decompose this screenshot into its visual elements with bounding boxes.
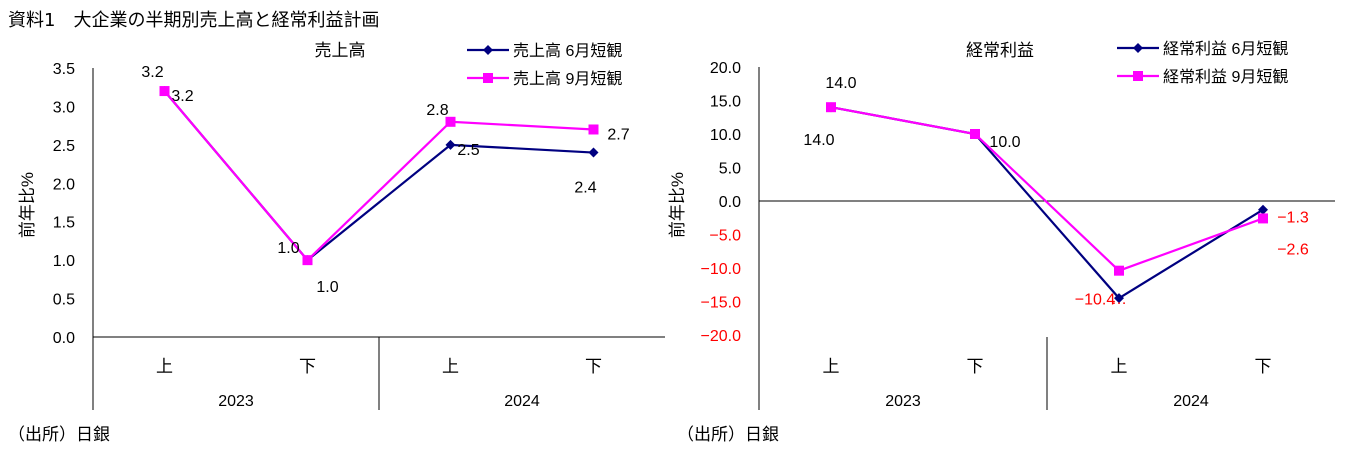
data-point bbox=[826, 102, 836, 113]
data-point bbox=[1258, 204, 1268, 215]
y-tick-label: 3.0 bbox=[53, 99, 75, 116]
y-tick-label: 3.5 bbox=[53, 61, 75, 78]
legend-marker bbox=[1133, 43, 1143, 53]
x-tick-label: 上 bbox=[156, 357, 173, 376]
y-tick-label: 1.0 bbox=[53, 253, 75, 270]
data-label: −10.4 bbox=[1075, 292, 1116, 309]
legend-label: 経常利益 9月短観 bbox=[1163, 68, 1288, 86]
y-tick-label: −15.0 bbox=[701, 295, 742, 312]
y-axis-label: 前年比% bbox=[18, 172, 37, 238]
y-tick-label: 10.0 bbox=[710, 127, 741, 144]
data-label: 2.4 bbox=[574, 180, 596, 197]
legend-marker bbox=[483, 73, 493, 83]
y-tick-label: 0.0 bbox=[719, 194, 741, 211]
source-note-right: （出所）日銀 bbox=[677, 425, 779, 445]
x-tick-label: 下 bbox=[585, 357, 602, 376]
y-tick-label: −10.0 bbox=[701, 261, 742, 278]
data-point bbox=[970, 129, 980, 139]
legend-label: 売上高 9月短観 bbox=[513, 70, 622, 88]
x-tick-label: 上 bbox=[442, 357, 459, 376]
data-label: 2.7 bbox=[607, 126, 629, 143]
data-label: … bbox=[1111, 291, 1127, 308]
legend-label: 売上高 6月短観 bbox=[513, 42, 622, 60]
x-tick-label: 下 bbox=[1255, 357, 1272, 376]
legend-label: 経常利益 6月短観 bbox=[1163, 40, 1288, 58]
chart-title: 経常利益 bbox=[966, 41, 1034, 60]
data-label: 1.0 bbox=[316, 279, 338, 296]
series-line bbox=[163, 90, 594, 262]
data-point bbox=[588, 147, 599, 158]
legend-marker bbox=[1133, 71, 1143, 81]
y-tick-label: 2.5 bbox=[53, 138, 75, 155]
y-tick-label: 2.0 bbox=[53, 176, 75, 193]
data-point bbox=[588, 124, 599, 135]
data-label: 3.2 bbox=[141, 64, 163, 81]
data-point bbox=[1114, 293, 1124, 304]
main-title: 資料1 大企業の半期別売上高と経常利益計画 bbox=[8, 10, 380, 31]
series-line bbox=[163, 90, 594, 262]
data-label: −1.3 bbox=[1277, 210, 1309, 227]
data-label: 10.0 bbox=[989, 134, 1020, 151]
x-group-label: 2024 bbox=[1173, 393, 1209, 410]
data-label: 2.5 bbox=[457, 142, 479, 159]
data-label: 3.2 bbox=[171, 88, 193, 105]
x-group-label: 2024 bbox=[504, 393, 540, 410]
x-tick-label: 下 bbox=[967, 357, 984, 376]
y-tick-label: 0.5 bbox=[53, 292, 75, 309]
data-point bbox=[159, 86, 170, 97]
data-point bbox=[445, 116, 456, 127]
data-label: −2.6 bbox=[1277, 241, 1309, 258]
x-tick-label: 上 bbox=[1111, 357, 1128, 376]
y-tick-label: 15.0 bbox=[710, 94, 741, 111]
x-group-label: 2023 bbox=[218, 393, 254, 410]
y-axis-label: 前年比% bbox=[668, 172, 687, 238]
data-point bbox=[1114, 265, 1124, 276]
series-line bbox=[830, 106, 1264, 272]
y-tick-label: −20.0 bbox=[701, 328, 742, 345]
y-tick-label: 1.5 bbox=[53, 215, 75, 232]
data-label: 14.0 bbox=[825, 75, 856, 92]
x-tick-label: 上 bbox=[823, 357, 840, 376]
y-tick-label: 20.0 bbox=[710, 60, 741, 77]
data-point bbox=[1258, 213, 1268, 224]
data-point bbox=[302, 255, 313, 266]
y-tick-label: 0.0 bbox=[53, 330, 75, 347]
data-label: 1.0 bbox=[277, 240, 299, 257]
x-group-label: 2023 bbox=[885, 393, 921, 410]
data-point bbox=[445, 139, 456, 150]
x-tick-label: 下 bbox=[299, 357, 316, 376]
y-tick-label: 5.0 bbox=[719, 161, 741, 178]
data-label: 2.8 bbox=[426, 102, 448, 119]
source-note-left: （出所）日銀 bbox=[8, 425, 110, 445]
legend-marker bbox=[483, 45, 493, 55]
chart-title: 売上高 bbox=[315, 41, 366, 60]
data-label: 14.0 bbox=[803, 132, 834, 149]
y-tick-label: −5.0 bbox=[709, 228, 741, 245]
